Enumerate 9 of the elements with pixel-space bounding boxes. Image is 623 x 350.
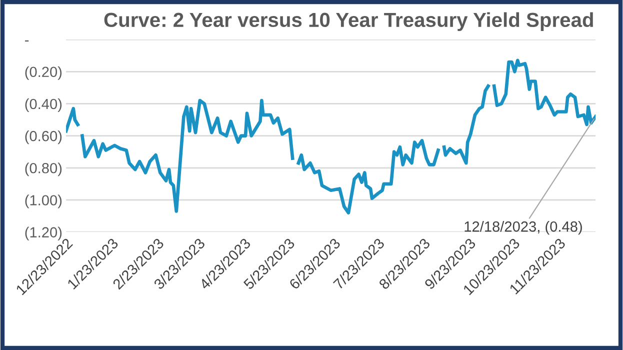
y-tick-label: (0.60) (25, 130, 62, 144)
y-tick-label: (0.80) (25, 162, 62, 176)
y-tick-label: - (25, 40, 29, 42)
y-tick-label: (0.40) (25, 98, 62, 112)
y-tick-label: (1.20) (25, 226, 62, 240)
chart-title: Curve: 2 Year versus 10 Year Treasury Yield Spread (104, 12, 593, 32)
y-tick-label: (0.20) (25, 66, 62, 80)
annotation: 12/18/2023, (0.48) (464, 221, 582, 235)
y-tick-label: (1.00) (25, 194, 62, 208)
